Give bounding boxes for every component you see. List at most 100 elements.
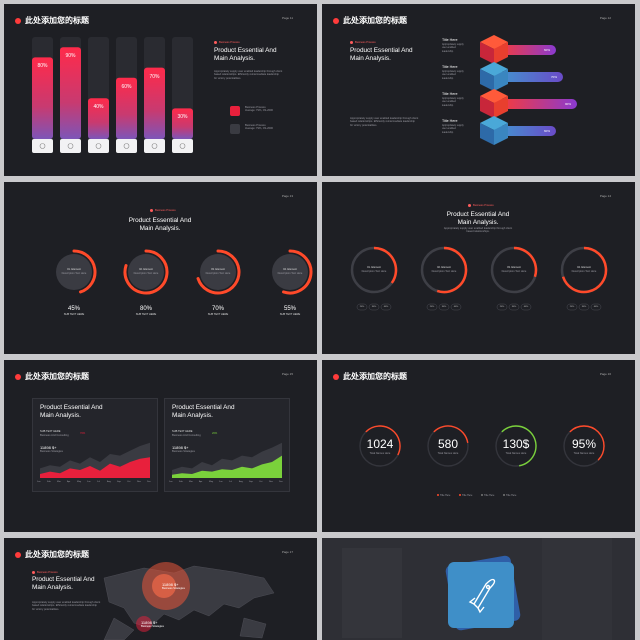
- map-marker-core: [152, 574, 176, 598]
- body-text: Appropriately supply user enabled leader…: [350, 117, 419, 127]
- ring-center: [272, 254, 308, 290]
- slide-bar-chart: 此处添加您的标题 Page 11 Business Process Produc…: [4, 4, 317, 176]
- red-dot-icon: [333, 373, 339, 380]
- red-dot-icon: [15, 373, 21, 380]
- product-title: Product Essential And Main Analysis.: [350, 47, 413, 62]
- ring-center: [200, 254, 236, 290]
- panel-value-sub: Business Strategies: [40, 450, 63, 453]
- ring-percent: 80%: [139, 306, 152, 312]
- legend-label: Title Here: [462, 493, 473, 497]
- rocket-icon: [468, 578, 496, 614]
- slide-ring-elements: Page 13 Business Process Product Essenti…: [4, 182, 317, 354]
- x-tick: Nov: [269, 481, 273, 483]
- ring-percent: 70%: [211, 306, 224, 312]
- x-tick: Dec: [279, 481, 283, 483]
- chip-label: 30%: [441, 305, 447, 308]
- ring-name: 03. Element: [507, 266, 521, 269]
- ring-chart-svg: [350, 246, 608, 311]
- step-title: Title Here: [442, 38, 458, 42]
- x-tick: Jul: [229, 481, 232, 483]
- step-desc: leadership.: [442, 76, 454, 80]
- x-tick: Sep: [117, 481, 121, 483]
- ring-name: 04. Element: [283, 268, 297, 271]
- x-tick: May: [77, 481, 82, 483]
- step-value: 60%: [544, 48, 551, 52]
- step-desc: user enabled: [442, 46, 456, 50]
- step-desc: Appropriately supply: [442, 70, 464, 73]
- legend-dot: [459, 494, 461, 496]
- area-chart-svg: [40, 442, 282, 478]
- chip-label: 20%: [499, 305, 505, 308]
- bar: [172, 108, 193, 139]
- ring-name: 02. Element: [437, 266, 451, 269]
- bar-label: 30%: [177, 114, 188, 121]
- chip-label: 30%: [371, 305, 377, 308]
- panel-value: 11898 $+: [172, 445, 189, 450]
- product-title: Product Essential And Main Analysis.: [128, 217, 192, 232]
- gauge-svg: [359, 425, 605, 496]
- cube-steps-svg: [480, 35, 577, 145]
- chip-label: 40%: [593, 305, 599, 308]
- bar-label: 70%: [149, 73, 160, 80]
- ring-arc: [513, 246, 538, 278]
- x-tick: Apr: [67, 481, 71, 483]
- chip: [590, 303, 602, 311]
- x-tick: May: [209, 481, 214, 483]
- slide-cube-steps: 此处添加您的标题 Page 12 Business Process Produc…: [322, 4, 635, 176]
- step-value: 90%: [565, 102, 572, 106]
- x-tick: Dec: [147, 481, 151, 483]
- ring-arc: [282, 249, 313, 295]
- camera-icon: [32, 139, 53, 153]
- panel-sub: Business And Consulting: [172, 434, 201, 437]
- bar: [116, 77, 137, 139]
- page-number: Page 17: [281, 550, 293, 554]
- world-map-shape: [103, 565, 275, 640]
- ring-name: 01. Element: [367, 266, 381, 269]
- bar-label: 40%: [93, 104, 104, 111]
- stat-label: Total Names Here: [369, 452, 391, 455]
- panel-value-sub: Business Strategies: [172, 450, 195, 453]
- chip: [566, 303, 578, 311]
- ring-sub: SUB TEXT HERE: [135, 313, 157, 316]
- step-band: [494, 126, 556, 136]
- ring-desc: Description Text Here: [277, 272, 303, 275]
- legend-dot: [481, 494, 483, 496]
- bulb-icon: [172, 139, 193, 153]
- panel-title: Main Analysis.: [172, 411, 213, 419]
- bar: [60, 47, 81, 140]
- x-tick: Mar: [57, 481, 61, 483]
- page-number: Page 15: [281, 372, 293, 376]
- legend-dot: [437, 494, 439, 496]
- step-desc: leadership.: [442, 49, 454, 53]
- x-tick: Feb: [179, 481, 183, 483]
- chip-label: 40%: [453, 305, 459, 308]
- legend-item-2: Business Process Average: 79%, CS-2000: [245, 124, 273, 131]
- card-front: [448, 562, 514, 628]
- chip-label: 30%: [581, 305, 587, 308]
- x-tick: Oct: [127, 481, 131, 483]
- x-tick: Mar: [189, 481, 193, 483]
- slide-stat-gauges: 此处添加您的标题 Page 16 1024 Total Names Here 580…: [322, 360, 635, 532]
- x-tick: Jun: [219, 481, 223, 483]
- x-tick: Jun: [87, 481, 91, 483]
- x-tick: Jul: [97, 481, 100, 483]
- page-number: Page 16: [599, 372, 611, 376]
- panel-sub: SUB TEXT HERE: [40, 430, 61, 433]
- tag-label: Business Process: [150, 209, 176, 212]
- panel-percent: 76%: [80, 432, 86, 435]
- x-tick: Jan: [37, 481, 41, 483]
- stat-value: 1024: [366, 437, 394, 451]
- chip-label: 20%: [429, 305, 435, 308]
- stat-value: 95%: [571, 437, 597, 451]
- chip-label: 40%: [383, 305, 389, 308]
- x-tick: Sep: [249, 481, 253, 483]
- ring-name: 02. Element: [139, 268, 153, 271]
- gauge-arc: [365, 425, 401, 456]
- panel-title: Main Analysis.: [40, 411, 81, 419]
- slide-header: 此处添加您的标题: [15, 371, 89, 382]
- bar-label: 80%: [37, 63, 48, 70]
- ring-center: [56, 254, 92, 290]
- ring-desc: Description Text Here: [501, 270, 527, 273]
- x-tick: Oct: [259, 481, 263, 483]
- stat-value: 130$: [502, 437, 530, 451]
